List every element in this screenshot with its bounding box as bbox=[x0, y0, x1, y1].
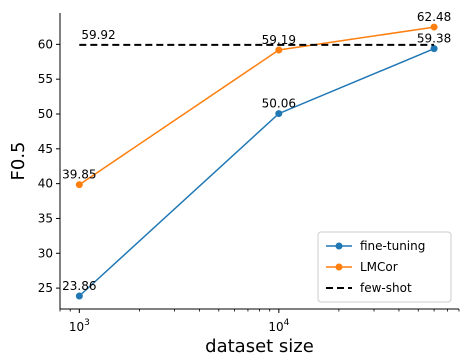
legend-marker-fine-tuning bbox=[335, 242, 343, 250]
data-label-LMCor: 39.85 bbox=[62, 168, 96, 182]
data-label-fine-tuning: 50.06 bbox=[262, 97, 296, 111]
y-tick-label: 35 bbox=[38, 211, 53, 225]
y-tick-label: 45 bbox=[38, 142, 53, 156]
data-label-fine-tuning: 59.38 bbox=[417, 32, 451, 46]
legend-marker-LMCor bbox=[335, 263, 343, 271]
y-tick-label: 50 bbox=[38, 107, 53, 121]
legend-box bbox=[317, 231, 452, 303]
data-labels: 23.86 50.06 59.38 39.85 59.19 62.48 59.92 bbox=[62, 10, 451, 293]
data-label-few-shot: 59.92 bbox=[81, 28, 115, 42]
y-tick-label: 40 bbox=[38, 177, 53, 191]
data-point-fine-tuning bbox=[275, 110, 283, 118]
x-tick-label: 104 bbox=[268, 318, 289, 334]
data-point-fine-tuning bbox=[430, 45, 438, 53]
legend-label-fine-tuning: fine-tuning bbox=[360, 239, 425, 253]
data-point-LMCor bbox=[275, 46, 283, 54]
data-point-fine-tuning bbox=[75, 292, 83, 300]
data-label-fine-tuning: 23.86 bbox=[62, 279, 96, 293]
data-point-LMCor bbox=[75, 181, 83, 189]
axes: 25 30 35 40 45 50 55 60 103 104 bbox=[38, 13, 460, 334]
data-label-LMCor: 59.19 bbox=[262, 33, 296, 47]
y-tick-label: 55 bbox=[38, 72, 53, 86]
y-tick-label: 25 bbox=[38, 281, 53, 295]
y-tick-label: 60 bbox=[38, 37, 53, 51]
x-tick-label: 103 bbox=[69, 318, 90, 334]
legend-label-few-shot: few-shot bbox=[360, 281, 412, 295]
data-point-LMCor bbox=[430, 23, 438, 31]
data-label-LMCor: 62.48 bbox=[417, 10, 451, 24]
series-layer bbox=[75, 23, 438, 300]
y-axis-title: F0.5 bbox=[8, 142, 29, 181]
series-line-LMCor bbox=[78, 26, 435, 186]
x-axis-title: dataset size bbox=[205, 336, 314, 356]
legend-label-LMCor: LMCor bbox=[360, 260, 398, 274]
y-tick-label: 30 bbox=[38, 246, 53, 260]
legend: fine-tuning LMCor few-shot bbox=[317, 231, 452, 303]
